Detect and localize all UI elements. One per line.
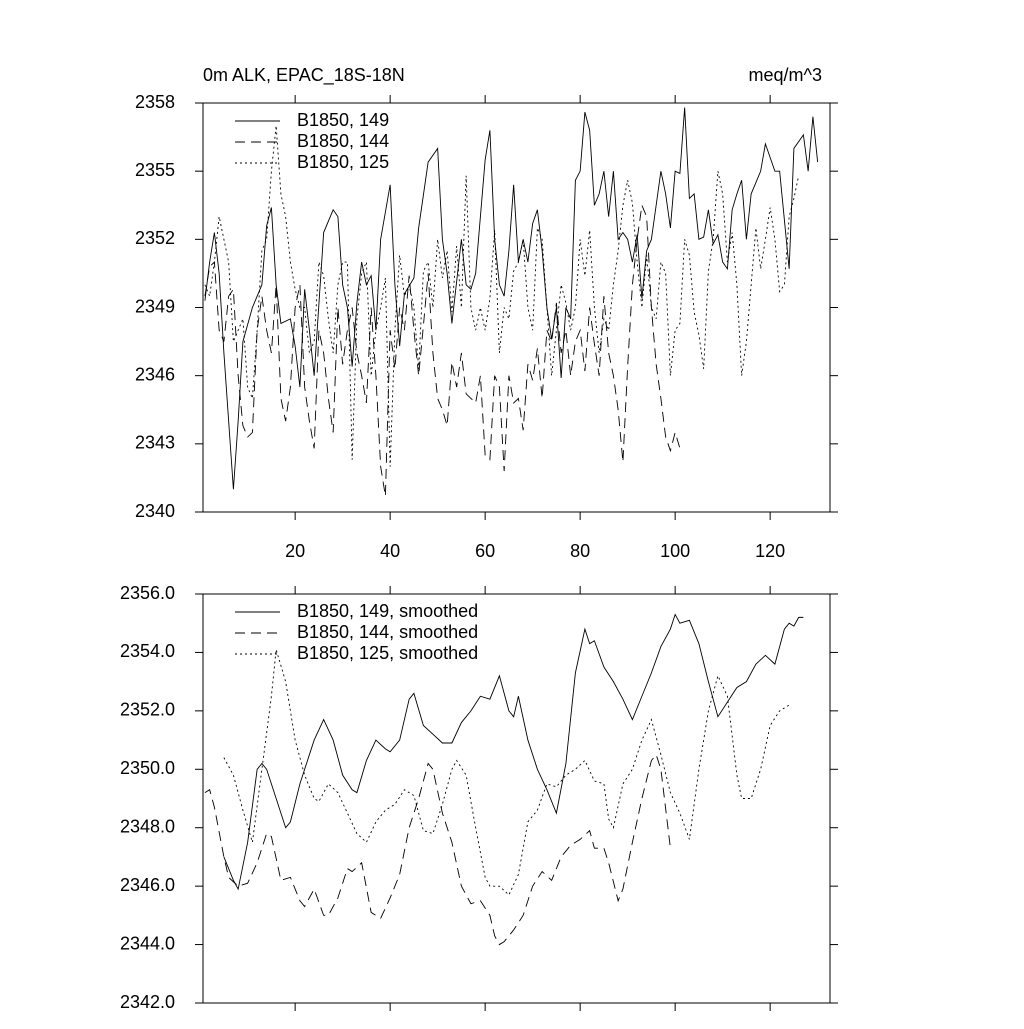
y-tick-label: 2349 — [135, 296, 175, 316]
series-line — [223, 613, 804, 891]
y-tick-label: 2348.0 — [120, 816, 175, 836]
legend-label: B1850, 144, smoothed — [297, 622, 478, 642]
y-tick-label: 2354.0 — [120, 641, 175, 661]
series-line — [223, 649, 790, 896]
x-tick-label: 40 — [380, 541, 400, 561]
x-tick-label: 80 — [570, 541, 590, 561]
y-tick-label: 2343 — [135, 433, 175, 453]
y-tick-label: 2342.0 — [120, 992, 175, 1012]
y-tick-label: 2355 — [135, 160, 175, 180]
x-tick-label: 100 — [660, 541, 690, 561]
y-tick-label: 2344.0 — [120, 933, 175, 953]
legend-label: B1850, 149 — [297, 110, 389, 130]
y-tick-label: 2352 — [135, 228, 175, 248]
y-tick-label: 2358 — [135, 92, 175, 112]
y-tick-label: 2346.0 — [120, 875, 175, 895]
y-tick-label: 2340 — [135, 501, 175, 521]
units-label: meq/m^3 — [749, 65, 822, 85]
legend-label: B1850, 125 — [297, 152, 389, 172]
chart-title: 0m ALK, EPAC_18S-18N — [203, 65, 405, 86]
y-tick-label: 2356.0 — [120, 583, 175, 603]
series-line — [204, 753, 671, 946]
y-tick-label: 2350.0 — [120, 758, 175, 778]
x-tick-label: 60 — [475, 541, 495, 561]
legend-label: B1850, 125, smoothed — [297, 643, 478, 663]
plot-frame — [202, 593, 831, 1004]
legend-label: B1850, 149, smoothed — [297, 601, 478, 621]
legend-label: B1850, 144 — [297, 131, 389, 151]
y-tick-label: 2346 — [135, 364, 175, 384]
series-line — [204, 125, 800, 467]
series-line — [204, 203, 681, 497]
y-tick-label: 2352.0 — [120, 700, 175, 720]
x-tick-label: 120 — [755, 541, 785, 561]
series-line — [204, 107, 819, 490]
x-tick-label: 20 — [285, 541, 305, 561]
